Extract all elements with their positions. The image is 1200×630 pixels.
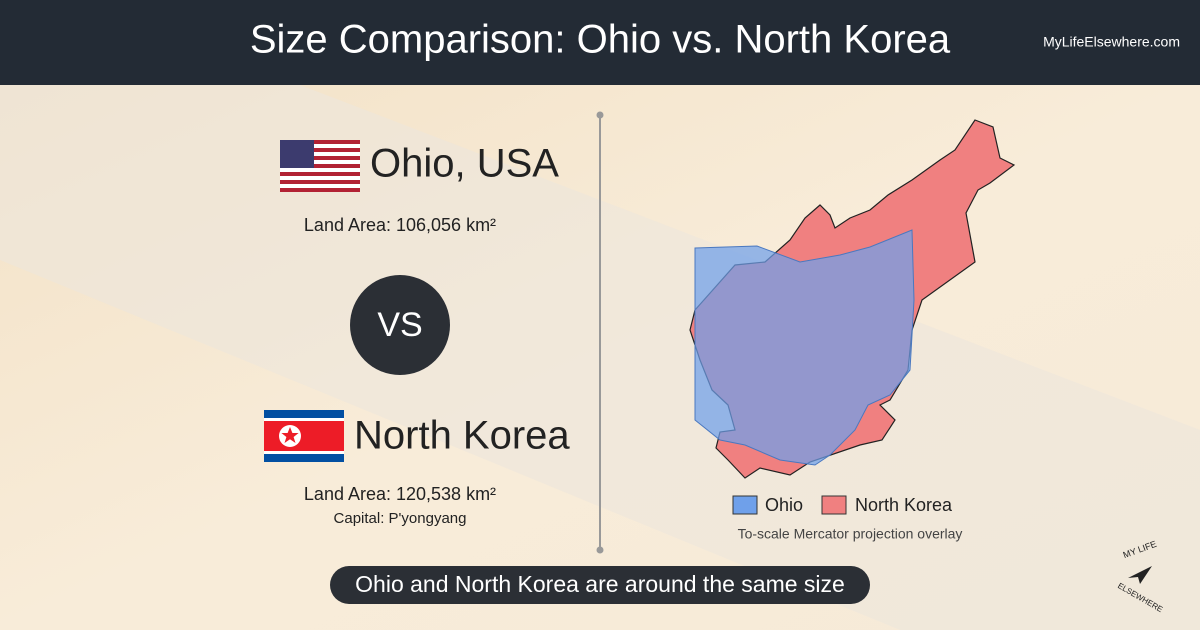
vs-circle: [350, 275, 450, 375]
legend-label: Ohio: [765, 495, 803, 515]
vs-text: VS: [377, 306, 422, 344]
site: MyLifeElsewhere.com: [1043, 34, 1180, 50]
us-flag: [280, 140, 360, 192]
legend-swatch-ohio: [732, 495, 758, 515]
title: Size Comparison: Ohio vs. North Korea: [250, 18, 951, 62]
ohio-shape: [694, 229, 915, 466]
divider-dot: [596, 546, 604, 554]
summary: Ohio and North Korea are around the same…: [355, 571, 845, 597]
map-caption: To-scale Mercator projection overlay: [738, 526, 963, 542]
legend-swatch-nk: [821, 495, 847, 515]
country2-capital: Capital: P'yongyang: [334, 510, 467, 527]
summary-pill: [330, 566, 870, 604]
divider-dot: [596, 111, 604, 119]
header-bar: [0, 0, 1200, 85]
nk-flag: [264, 410, 344, 462]
country2-area: Land Area: 120,538 km²: [304, 484, 496, 504]
country1-area: Land Area: 106,056 km²: [304, 215, 496, 235]
legend-label: North Korea: [855, 495, 953, 515]
country2-name: North Korea: [354, 414, 570, 458]
country1-name: Ohio, USA: [370, 142, 559, 186]
